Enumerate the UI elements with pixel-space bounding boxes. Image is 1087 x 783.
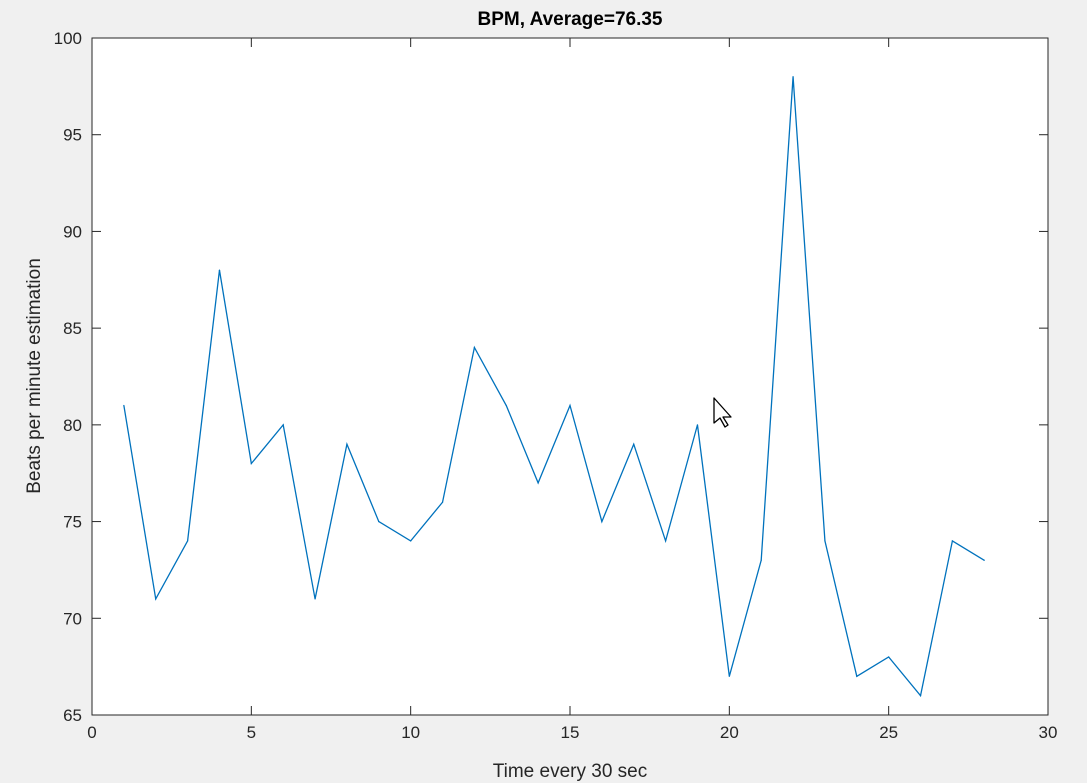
data-point <box>601 520 603 523</box>
data-point <box>537 482 539 484</box>
x-tick-label: 5 <box>247 723 256 742</box>
data-point <box>473 346 475 349</box>
axis-ticks: 0 5 10 15 20 25 30 65 70 75 80 85 90 95 100 <box>54 29 1058 742</box>
x-tick-label: 25 <box>879 723 898 742</box>
data-point <box>218 269 221 271</box>
data-point <box>187 540 189 542</box>
data-point <box>665 540 667 542</box>
data-point <box>346 443 348 445</box>
data-point <box>760 559 762 561</box>
data-point <box>569 404 571 407</box>
data-point <box>410 540 412 542</box>
data-point <box>378 520 380 523</box>
mouse-pointer-icon <box>713 397 732 428</box>
x-tick-label: 20 <box>720 723 739 742</box>
y-tick-label: 80 <box>63 416 82 435</box>
x-tick-label: 15 <box>561 723 580 742</box>
y-tick-label: 75 <box>63 513 82 532</box>
data-point <box>983 559 985 561</box>
series-group <box>123 76 985 698</box>
x-tick-label: 10 <box>401 723 420 742</box>
y-tick-label: 65 <box>63 706 82 725</box>
chart-title: BPM, Average=76.35 <box>478 9 663 30</box>
x-tick-label: 0 <box>87 723 96 742</box>
x-axis-label: Time every 30 sec <box>493 761 648 782</box>
y-tick-label: 90 <box>63 222 82 241</box>
data-point <box>824 540 826 542</box>
data-point <box>505 404 507 407</box>
data-point <box>123 404 125 407</box>
y-tick-label: 70 <box>63 609 82 628</box>
data-point <box>155 598 157 600</box>
data-point <box>633 443 635 445</box>
y-tick-label: 95 <box>63 126 82 145</box>
y-axis-label: Beats per minute estimation <box>24 258 45 494</box>
data-point <box>441 501 444 503</box>
axes-box <box>91 37 1049 716</box>
data-point <box>856 675 858 677</box>
data-point <box>314 598 316 600</box>
series-line <box>123 76 985 698</box>
y-tick-label: 85 <box>63 319 82 338</box>
data-point <box>792 76 794 78</box>
data-point <box>282 424 284 426</box>
x-tick-label: 30 <box>1039 723 1058 742</box>
data-point <box>250 462 252 465</box>
data-point <box>919 695 922 697</box>
data-point <box>951 540 954 542</box>
data-point <box>888 656 890 658</box>
y-tick-label: 100 <box>54 29 82 48</box>
data-point <box>728 675 730 677</box>
data-point <box>696 424 699 426</box>
plot-area <box>92 38 1048 715</box>
